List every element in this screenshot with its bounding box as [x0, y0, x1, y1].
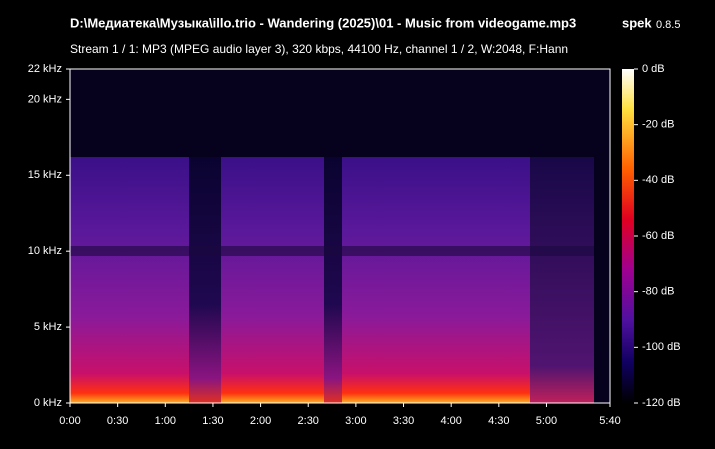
- y-tick-label: 10 kHz: [28, 245, 62, 257]
- x-tick-label: 0:00: [59, 415, 80, 427]
- color-tick-label: -80 dB: [642, 286, 674, 298]
- x-tick-label: 2:00: [250, 415, 271, 427]
- color-tick-label: -60 dB: [642, 230, 674, 242]
- x-tick-label: 5:40: [599, 415, 620, 427]
- y-tick-label: 0 kHz: [34, 397, 62, 409]
- x-tick-label: 3:00: [345, 415, 366, 427]
- x-tick-label: 0:30: [107, 415, 128, 427]
- stream-info: Stream 1 / 1: MP3 (MPEG audio layer 3), …: [70, 42, 568, 56]
- color-tick-label: -40 dB: [642, 174, 674, 186]
- y-tick-label: 20 kHz: [28, 93, 62, 105]
- spectrogram: [70, 69, 610, 403]
- x-tick-label: 1:00: [155, 415, 176, 427]
- color-tick-label: 0 dB: [642, 63, 665, 75]
- y-tick-label: 15 kHz: [28, 169, 62, 181]
- x-tick-label: 3:30: [393, 415, 414, 427]
- x-tick-label: 5:00: [536, 415, 557, 427]
- x-tick-label: 2:30: [298, 415, 319, 427]
- color-tick-label: -100 dB: [642, 341, 681, 353]
- file-title: D:\Медиатека\Музыка\illo.trio - Wanderin…: [70, 15, 576, 30]
- color-tick-label: -120 dB: [642, 397, 681, 409]
- app-version: 0.8.5: [656, 19, 680, 31]
- plot-frame: [69, 68, 611, 404]
- x-tick-label: 4:00: [440, 415, 461, 427]
- x-tick-label: 1:30: [202, 415, 223, 427]
- x-tick-label: 4:30: [488, 415, 509, 427]
- y-tick-label: 5 kHz: [34, 321, 62, 333]
- y-tick-label: 22 kHz: [28, 63, 62, 75]
- app-name: spek: [622, 15, 652, 30]
- color-tick-label: -20 dB: [642, 119, 674, 131]
- color-bar: [622, 69, 634, 403]
